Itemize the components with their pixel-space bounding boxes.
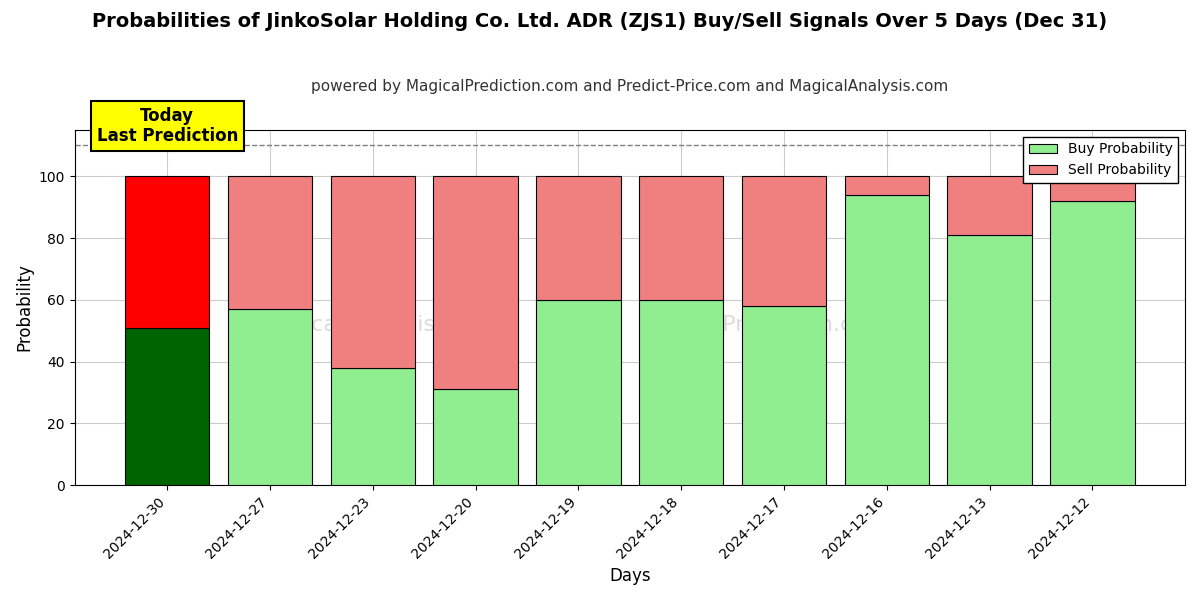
Text: Today
Last Prediction: Today Last Prediction	[96, 107, 238, 145]
Bar	[433, 176, 517, 389]
Y-axis label: Probability: Probability	[16, 263, 34, 352]
Bar	[948, 176, 1032, 235]
Bar	[1050, 176, 1134, 201]
Bar	[1050, 201, 1134, 485]
Bar	[536, 300, 620, 485]
Title: powered by MagicalPrediction.com and Predict-Price.com and MagicalAnalysis.com: powered by MagicalPrediction.com and Pre…	[311, 79, 948, 94]
Bar	[640, 176, 724, 300]
Bar	[331, 368, 415, 485]
Bar	[228, 176, 312, 309]
Bar	[331, 176, 415, 368]
Text: Probabilities of JinkoSolar Holding Co. Ltd. ADR (ZJS1) Buy/Sell Signals Over 5 : Probabilities of JinkoSolar Holding Co. …	[92, 12, 1108, 31]
Bar	[742, 306, 826, 485]
Bar	[640, 300, 724, 485]
Bar	[845, 176, 929, 195]
Bar	[742, 176, 826, 306]
Bar	[433, 389, 517, 485]
X-axis label: Days: Days	[610, 567, 650, 585]
Bar	[228, 309, 312, 485]
Bar	[125, 176, 210, 328]
Text: MagicalAnalysis.com: MagicalAnalysis.com	[259, 315, 491, 335]
Bar	[948, 235, 1032, 485]
Bar	[845, 195, 929, 485]
Bar	[536, 176, 620, 300]
Text: MagicalPrediction.com: MagicalPrediction.com	[638, 315, 888, 335]
Bar	[125, 328, 210, 485]
Legend: Buy Probability, Sell Probability: Buy Probability, Sell Probability	[1024, 137, 1178, 183]
